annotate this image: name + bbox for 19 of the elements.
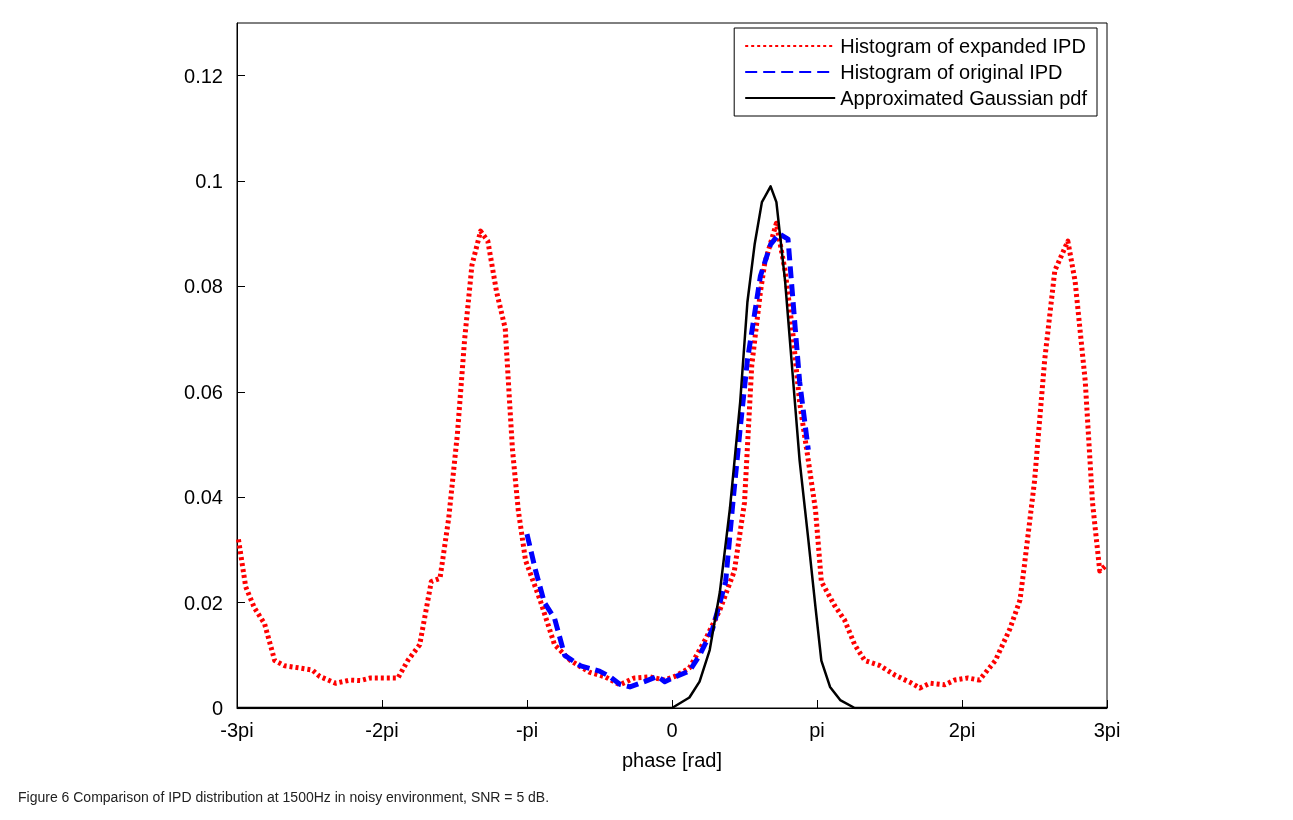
x-tick-label: 2pi	[948, 719, 976, 741]
x-tick-label: pi	[809, 719, 825, 741]
legend-label: Approximated Gaussian pdf	[840, 87, 1088, 109]
y-tick-label: 0.06	[184, 380, 223, 403]
caption: Figure 6 Comparison of IPD distribution at 1500Hz in noisy environment, SNR = 5 dB.	[18, 789, 550, 805]
y-tick-label: 0.04	[184, 486, 223, 509]
y-tick-label: 0.12	[184, 64, 223, 87]
x-axis-title: phase [rad]	[621, 749, 723, 771]
legend-label: Histogram of original IPD	[840, 61, 1063, 83]
x-tick-label: -3pi	[220, 719, 254, 741]
y-tick-label: 0.1	[195, 170, 223, 193]
y-tick-label: 0	[211, 697, 223, 719]
x-tick-label: -2pi	[365, 719, 399, 741]
x-tick-label: 3pi	[1093, 719, 1121, 741]
legend-label: Histogram of expanded IPD	[840, 35, 1086, 57]
y-tick-label: 0.08	[184, 275, 223, 298]
x-tick-label: 0	[666, 719, 678, 741]
y-tick-label: 0.02	[184, 591, 223, 614]
x-tick-label: -pi	[515, 719, 539, 741]
